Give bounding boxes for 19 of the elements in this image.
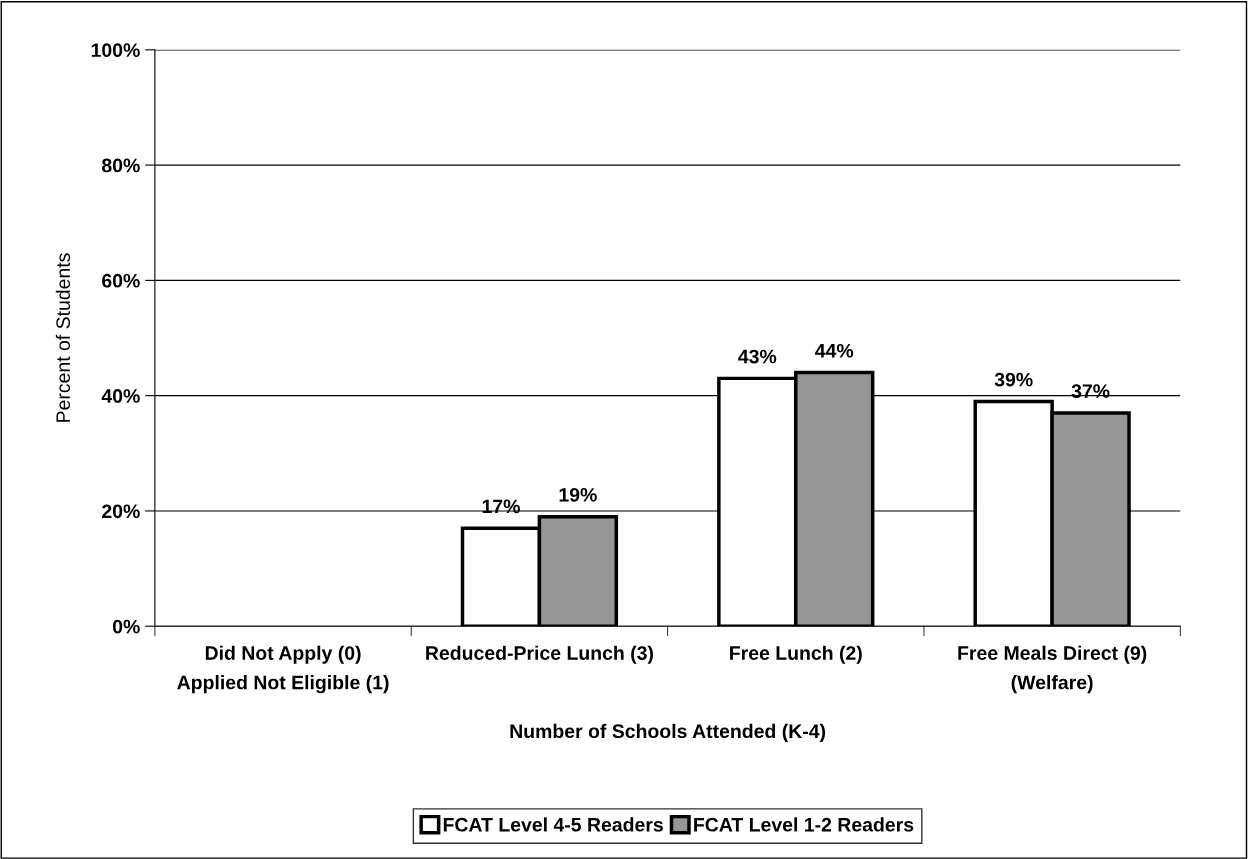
legend-label: FCAT Level 4-5 Readers (443, 817, 663, 832)
y-tick-label: 100% (91, 43, 140, 58)
x-tick-label: Reduced-Price Lunch (3) (426, 645, 653, 664)
legend-label: FCAT Level 1-2 Readers (694, 817, 914, 832)
data-label: 43% (738, 349, 777, 364)
x-tick-label: Free Meals Direct (9) (Welfare) (958, 645, 1147, 694)
y-tick-label: 80% (101, 158, 140, 173)
data-label: 17% (482, 499, 520, 514)
data-label: 19% (559, 487, 597, 502)
data-label: 39% (994, 372, 1033, 387)
y-tick-label: 20% (102, 504, 140, 519)
y-axis-title: Percent of Students (55, 253, 71, 422)
y-tick-label: 60% (102, 273, 140, 288)
y-tick-label: 0% (112, 619, 140, 634)
x-tick-label: Did Not Apply (0) Applied Not Eligible (1) (177, 645, 389, 694)
data-label: 44% (815, 343, 854, 358)
x-tick-label: Free Lunch (2) (730, 645, 862, 664)
x-axis-title: Number of Schools Attended (K-4) (510, 723, 826, 742)
y-tick-label: 40% (101, 389, 140, 403)
